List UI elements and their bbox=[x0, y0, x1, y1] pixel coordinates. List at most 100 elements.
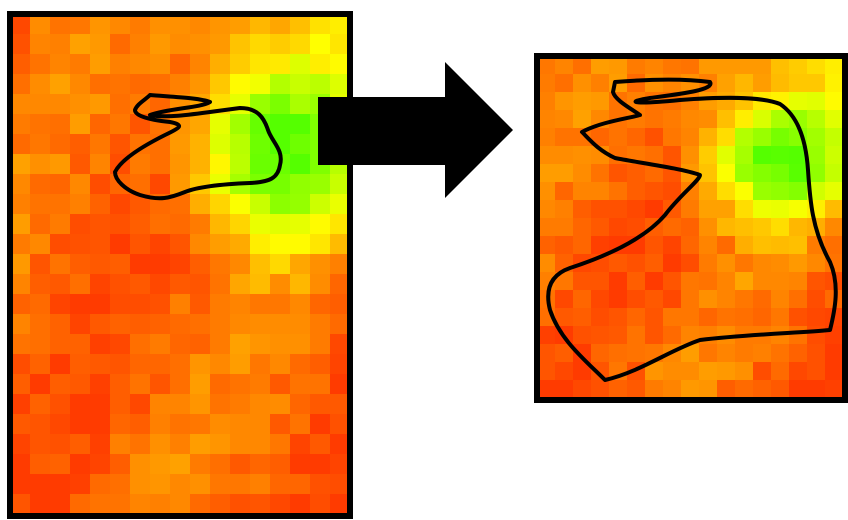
cell bbox=[270, 334, 291, 355]
cell bbox=[645, 236, 664, 255]
cell bbox=[30, 134, 51, 155]
cell bbox=[170, 14, 191, 35]
cell bbox=[753, 254, 772, 273]
cell bbox=[130, 454, 151, 475]
cell bbox=[190, 54, 211, 75]
cell bbox=[290, 114, 311, 135]
cell bbox=[717, 254, 736, 273]
cell bbox=[30, 334, 51, 355]
cell bbox=[290, 314, 311, 335]
cell bbox=[609, 326, 628, 345]
cell bbox=[210, 154, 231, 175]
cell bbox=[10, 154, 31, 175]
cell bbox=[753, 236, 772, 255]
cell bbox=[190, 414, 211, 435]
cell bbox=[573, 236, 592, 255]
cell bbox=[825, 128, 844, 147]
cell bbox=[90, 134, 111, 155]
cell bbox=[825, 110, 844, 129]
cell bbox=[10, 74, 31, 95]
cell bbox=[50, 174, 71, 195]
cell bbox=[735, 344, 754, 363]
cell bbox=[735, 362, 754, 381]
cell bbox=[310, 54, 331, 75]
cell bbox=[250, 34, 271, 55]
cell bbox=[230, 214, 251, 235]
cell bbox=[30, 394, 51, 415]
cell bbox=[627, 344, 646, 363]
cell bbox=[609, 308, 628, 327]
cell bbox=[90, 94, 111, 115]
cell bbox=[771, 182, 790, 201]
cell bbox=[210, 314, 231, 335]
cell bbox=[789, 236, 808, 255]
cell bbox=[789, 218, 808, 237]
cell bbox=[825, 380, 844, 399]
cell bbox=[825, 236, 844, 255]
cell bbox=[110, 414, 131, 435]
cell bbox=[699, 164, 718, 183]
cell bbox=[230, 234, 251, 255]
cell bbox=[270, 394, 291, 415]
cell bbox=[70, 134, 91, 155]
cell bbox=[130, 274, 151, 295]
cell bbox=[150, 414, 171, 435]
cell bbox=[110, 74, 131, 95]
cell bbox=[90, 174, 111, 195]
cell bbox=[70, 94, 91, 115]
cell bbox=[150, 474, 171, 495]
cell bbox=[190, 294, 211, 315]
cell bbox=[290, 294, 311, 315]
cell bbox=[230, 14, 251, 35]
cell bbox=[771, 218, 790, 237]
cell bbox=[310, 334, 331, 355]
cell bbox=[210, 14, 231, 35]
cell bbox=[609, 272, 628, 291]
cell bbox=[110, 474, 131, 495]
cell bbox=[717, 380, 736, 399]
cell bbox=[645, 182, 664, 201]
cell bbox=[753, 272, 772, 291]
cell bbox=[645, 146, 664, 165]
cell bbox=[270, 94, 291, 115]
cell bbox=[190, 14, 211, 35]
cell bbox=[50, 474, 71, 495]
cell bbox=[250, 74, 271, 95]
cell bbox=[735, 146, 754, 165]
cell bbox=[170, 254, 191, 275]
cell bbox=[310, 394, 331, 415]
cell bbox=[663, 308, 682, 327]
cell bbox=[50, 314, 71, 335]
cell bbox=[170, 334, 191, 355]
cell bbox=[210, 414, 231, 435]
cell bbox=[290, 194, 311, 215]
cell bbox=[645, 326, 664, 345]
cell bbox=[807, 254, 826, 273]
cell bbox=[681, 380, 700, 399]
cell bbox=[10, 394, 31, 415]
cell bbox=[609, 164, 628, 183]
cell bbox=[190, 314, 211, 335]
cell bbox=[270, 254, 291, 275]
cell bbox=[699, 146, 718, 165]
cell bbox=[110, 354, 131, 375]
cell bbox=[90, 374, 111, 395]
cell bbox=[170, 74, 191, 95]
cell bbox=[70, 174, 91, 195]
cell bbox=[789, 200, 808, 219]
cell bbox=[310, 194, 331, 215]
cell bbox=[771, 308, 790, 327]
cell bbox=[110, 54, 131, 75]
cell bbox=[290, 454, 311, 475]
cell bbox=[70, 34, 91, 55]
cell bbox=[90, 194, 111, 215]
cell bbox=[699, 344, 718, 363]
cell bbox=[645, 128, 664, 147]
cell bbox=[70, 474, 91, 495]
cell bbox=[753, 362, 772, 381]
cell bbox=[210, 34, 231, 55]
cell bbox=[663, 74, 682, 93]
cell bbox=[130, 394, 151, 415]
cell bbox=[110, 334, 131, 355]
heatmap-left bbox=[10, 14, 351, 520]
